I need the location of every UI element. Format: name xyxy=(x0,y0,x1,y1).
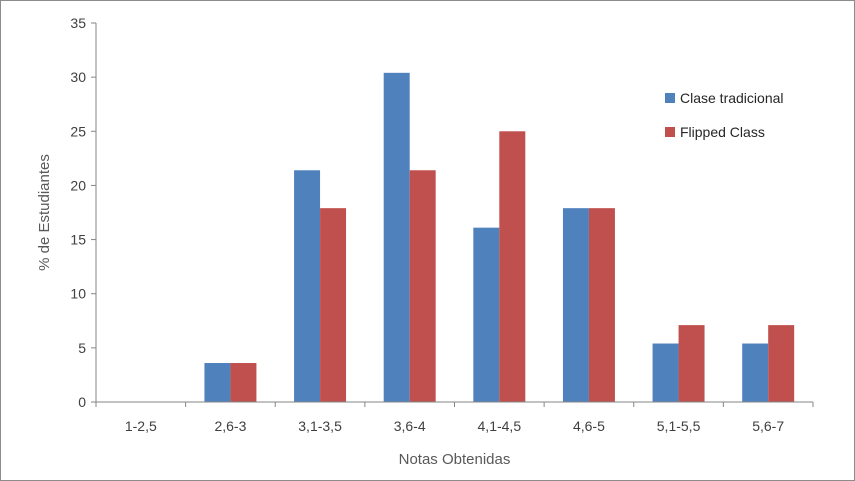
bar-clase-tradicional xyxy=(742,343,769,402)
legend-swatch xyxy=(665,93,675,103)
x-tick-label: 4,6-5 xyxy=(573,418,605,434)
legend: Clase tradicional Flipped Class xyxy=(665,90,784,140)
x-tick-label: 5,1-5,5 xyxy=(657,418,701,434)
y-tick-label: 25 xyxy=(70,123,86,139)
bar-flipped-class xyxy=(768,325,795,402)
x-tick-label: 3,1-3,5 xyxy=(298,418,342,434)
y-axis-label: % de Estudiantes xyxy=(36,154,53,271)
bar-clase-tradicional xyxy=(562,208,589,402)
bar-clase-tradicional xyxy=(383,72,410,402)
bar-flipped-class xyxy=(678,325,705,402)
y-tick-label: 10 xyxy=(70,286,86,302)
x-axis-ticks: 1-2,5 2,6-3 3,1-3,5 3,6-4 4,1-4,5 4,6-5 5,1-5,… xyxy=(95,402,814,434)
bar-clase-tradicional xyxy=(652,343,679,402)
y-tick-label: 35 xyxy=(70,15,86,31)
x-tick-label: 4,1-4,5 xyxy=(478,418,522,434)
legend-label: Clase tradicional xyxy=(680,90,784,106)
y-tick-label: 0 xyxy=(78,394,86,410)
x-tick-label: 5,6-7 xyxy=(752,418,784,434)
x-tick-label: 3,6-4 xyxy=(394,418,426,434)
legend-label: Flipped Class xyxy=(680,124,765,140)
y-tick-label: 30 xyxy=(70,69,86,85)
y-tick-label: 15 xyxy=(70,232,86,248)
x-axis-label: Notas Obtenidas xyxy=(399,451,511,468)
bar-flipped-class xyxy=(588,208,615,402)
x-tick-label: 2,6-3 xyxy=(214,418,246,434)
bar-clase-tradicional xyxy=(204,363,231,402)
bar-flipped-class xyxy=(320,208,347,402)
y-axis-ticks: 0 5 10 15 20 25 30 35 xyxy=(70,15,96,410)
y-tick-label: 20 xyxy=(70,177,86,193)
bar-flipped-class xyxy=(409,170,436,402)
y-tick-label: 5 xyxy=(78,340,86,356)
bars xyxy=(204,72,795,403)
bar-flipped-class xyxy=(230,363,257,402)
x-tick-label: 1-2,5 xyxy=(125,418,157,434)
bar-flipped-class xyxy=(499,131,526,403)
legend-swatch xyxy=(665,127,675,137)
bar-clase-tradicional xyxy=(473,227,500,402)
bar-clase-tradicional xyxy=(294,170,321,402)
